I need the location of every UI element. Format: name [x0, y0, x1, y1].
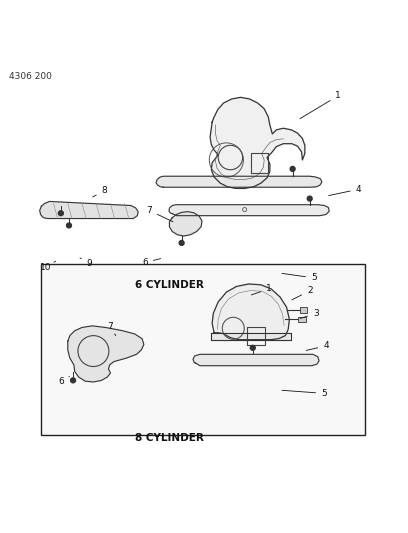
Text: 1: 1 [300, 91, 341, 119]
Circle shape [67, 223, 71, 228]
Bar [299, 307, 307, 313]
Text: 5: 5 [282, 273, 317, 282]
FancyBboxPatch shape [41, 264, 365, 435]
Polygon shape [68, 326, 144, 382]
Text: 7: 7 [146, 206, 173, 222]
Text: 4: 4 [329, 185, 361, 196]
Polygon shape [169, 205, 329, 216]
Circle shape [290, 166, 295, 171]
Polygon shape [40, 201, 138, 219]
Text: 4306 200: 4306 200 [9, 72, 52, 81]
Circle shape [179, 240, 184, 245]
Circle shape [307, 196, 312, 201]
Polygon shape [210, 98, 305, 189]
Text: 7: 7 [107, 322, 116, 336]
Text: 6 CYLINDER: 6 CYLINDER [135, 280, 204, 290]
Text: 8 CYLINDER: 8 CYLINDER [135, 433, 204, 443]
Text: 3: 3 [300, 309, 319, 319]
Text: 1: 1 [251, 285, 272, 295]
Polygon shape [193, 354, 319, 366]
Text: 10: 10 [40, 261, 55, 272]
Circle shape [251, 345, 255, 350]
Bar [298, 317, 306, 322]
Polygon shape [212, 284, 289, 340]
Circle shape [71, 378, 75, 383]
Polygon shape [169, 212, 202, 236]
Text: 9: 9 [80, 258, 92, 268]
Polygon shape [156, 176, 322, 187]
Circle shape [58, 211, 63, 216]
Text: 2: 2 [292, 286, 313, 300]
Text: 5: 5 [282, 389, 327, 398]
Text: 4: 4 [306, 341, 329, 350]
Polygon shape [211, 333, 291, 340]
Text: 6: 6 [58, 376, 69, 386]
Text: 8: 8 [93, 187, 107, 197]
Text: 6: 6 [142, 258, 161, 267]
